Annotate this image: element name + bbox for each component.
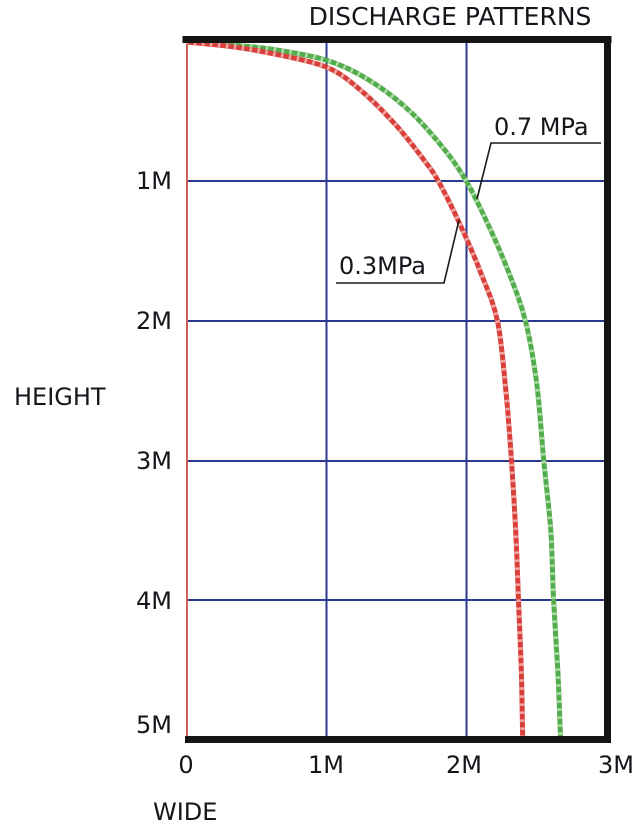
curve-0-3mpa-hatch xyxy=(185,39,525,741)
curve-0-7mpa xyxy=(185,39,564,741)
curve-0-3mpa-stroke xyxy=(185,39,526,741)
curve-0-7mpa-hatch xyxy=(185,39,563,741)
y-tick-3m: 3M xyxy=(136,447,172,475)
x-tick-0: 0 xyxy=(178,751,194,779)
plot-border-bottom xyxy=(185,736,611,743)
y-tick-4m: 4M xyxy=(136,587,172,615)
curve-0-3mpa xyxy=(185,39,526,741)
chart-title: DISCHARGE PATTERNS xyxy=(308,2,592,31)
annotation-0-7mpa: 0.7 MPa xyxy=(494,113,589,141)
plot-border xyxy=(182,36,612,743)
x-axis-title: WIDE xyxy=(153,798,218,826)
leader-line-0-3mpa xyxy=(336,219,460,284)
gridlines xyxy=(188,43,604,736)
y-tick-5m: 5M xyxy=(136,711,172,739)
plot-border-right xyxy=(604,36,611,743)
y-axis-title: HEIGHT xyxy=(14,383,106,411)
leader-line-0-7mpa xyxy=(476,142,601,200)
y-tick-1m: 1M xyxy=(136,167,172,195)
x-tick-1m: 1M xyxy=(308,751,344,779)
x-tick-2m: 2M xyxy=(446,751,482,779)
annotation-leaders xyxy=(336,142,601,284)
annotation-0-3mpa: 0.3MPa xyxy=(339,252,426,280)
x-tick-3m: 3M xyxy=(598,751,634,779)
plot-border-top xyxy=(182,36,612,43)
y-tick-2m: 2M xyxy=(136,307,172,335)
